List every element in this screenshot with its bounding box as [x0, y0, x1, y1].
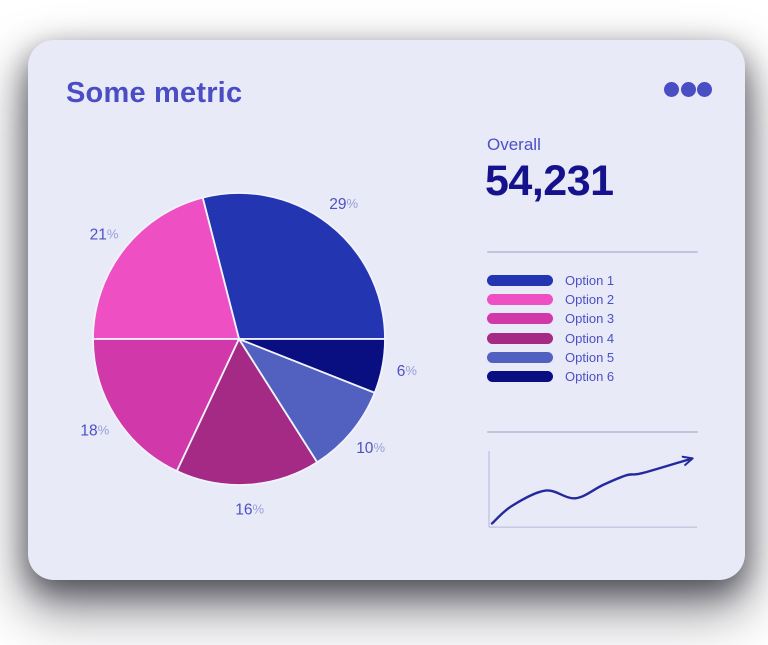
pie-slice-option-2	[92, 196, 240, 340]
pie-slice-option-5	[238, 338, 376, 464]
legend-swatch	[487, 332, 553, 344]
pie-slice-option-6	[238, 338, 386, 394]
card-title: Some metric	[66, 77, 243, 109]
pie-slice-option-3	[92, 338, 240, 472]
legend-row-option-5[interactable]: Option 5	[487, 348, 614, 367]
legend-row-option-4[interactable]: Option 4	[487, 329, 614, 348]
legend-row-option-1[interactable]: Option 1	[487, 271, 614, 290]
trend-line	[490, 459, 690, 525]
menu-dot	[697, 82, 712, 97]
menu-dot	[664, 82, 679, 97]
metric-card: Some metric 29% 21% 18% 16% 10% 6% Overall 54…	[28, 40, 745, 580]
trend-sparkline-chart	[488, 451, 697, 528]
divider	[487, 251, 698, 253]
legend-swatch	[487, 294, 553, 306]
ellipsis-menu-icon[interactable]	[664, 82, 712, 97]
overall-label: Overall	[487, 135, 541, 154]
legend-row-option-2[interactable]: Option 2	[487, 290, 614, 309]
menu-dot	[680, 82, 696, 97]
legend-swatch	[487, 313, 553, 325]
legend-label: Option 3	[565, 311, 615, 327]
pie-slice-percent-label: 29%	[329, 196, 358, 213]
pie-slice-percent-label: 18%	[80, 423, 109, 440]
pie-chart: 29% 21% 18% 16% 10% 6%	[80, 192, 418, 519]
pie-legend: Option 1 Option 2 Option 3 Option 4 Option 5…	[487, 271, 614, 386]
legend-label: Option 4	[565, 330, 615, 346]
pie-slice-percent-label: 16%	[235, 502, 264, 519]
legend-label: Option 2	[565, 292, 615, 308]
divider	[487, 431, 698, 433]
pie-slice-option-1	[201, 192, 386, 340]
legend-row-option-3[interactable]: Option 3	[487, 309, 614, 328]
legend-row-option-6[interactable]: Option 6	[487, 367, 614, 386]
pie-slice-percent-label: 10%	[356, 440, 385, 457]
pie-slice-option-4	[175, 338, 319, 486]
pie-slice-percent-label: 21%	[90, 226, 119, 243]
legend-label: Option 5	[565, 349, 615, 365]
legend-swatch	[487, 351, 553, 363]
legend-label: Option 6	[565, 369, 615, 385]
legend-swatch	[487, 371, 553, 383]
legend-label: Option 1	[565, 273, 615, 289]
legend-swatch	[487, 275, 553, 287]
pie-slice-percent-label: 6%	[397, 363, 418, 380]
overall-value: 54,231	[485, 157, 614, 205]
